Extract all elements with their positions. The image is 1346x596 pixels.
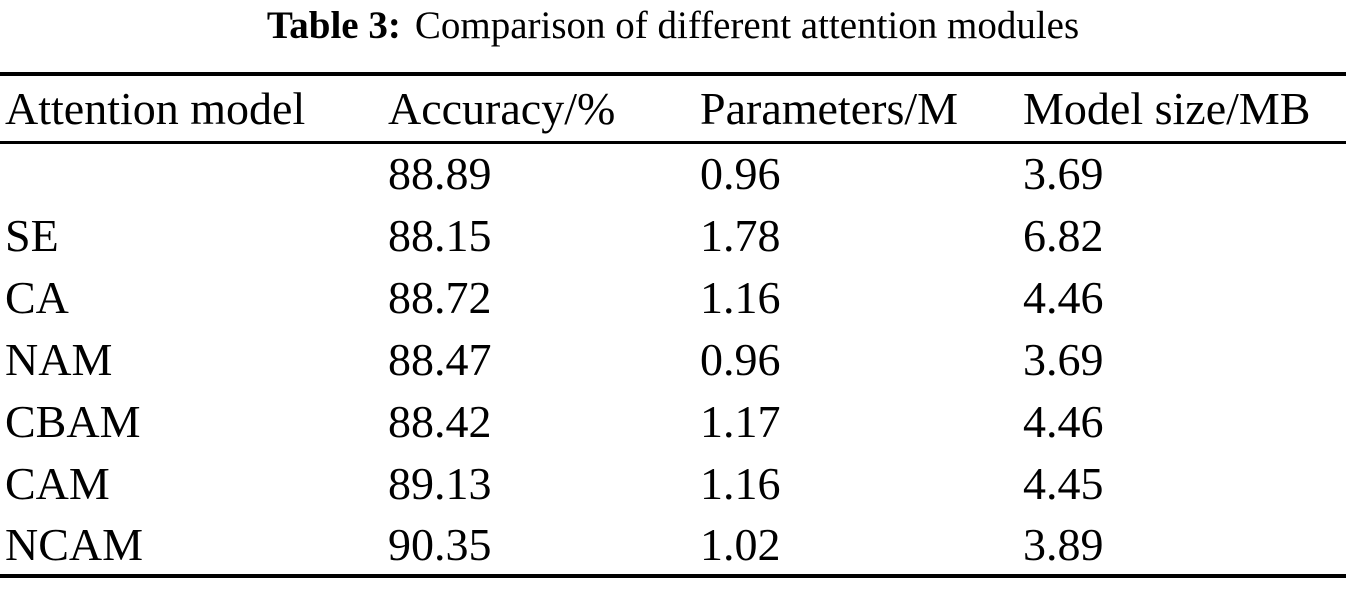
cell-accuracy: 88.72 [388,271,492,323]
table-row: NCAM 90.35 1.02 3.89 [0,514,1346,576]
table-row: SE 88.15 1.78 6.82 [0,204,1346,266]
table-caption-label: Table 3: [266,4,401,47]
cell-accuracy: 88.15 [388,209,492,261]
table-row: NAM 88.47 0.96 3.69 [0,328,1346,390]
table-body: 88.89 0.96 3.69 SE 88.15 1.78 6.82 CA 88… [0,142,1346,576]
cell-model-size: 3.89 [1023,518,1104,570]
cell-model: NCAM [5,518,144,570]
cell-model: CA [5,271,69,323]
table-caption-text: Comparison of different attention module… [414,4,1080,47]
cell-parameters: 0.96 [700,148,781,200]
cell-accuracy: 88.42 [388,395,492,447]
cell-accuracy: 88.89 [388,148,492,200]
table-header: Attention model Accuracy/% Parameters/M … [0,74,1346,142]
cell-model: NAM [5,333,113,385]
cell-model-size: 4.46 [1023,395,1104,447]
cell-accuracy: 90.35 [388,518,492,570]
column-header-accuracy: Accuracy/% [388,82,616,134]
cell-parameters: 1.02 [700,518,781,570]
column-header-model-size: Model size/MB [1023,82,1311,134]
cell-model: CAM [5,457,110,509]
cell-model: CBAM [5,395,141,447]
cell-accuracy: 88.47 [388,333,492,385]
table-row: CBAM 88.42 1.17 4.46 [0,390,1346,452]
column-header-attention-model: Attention model [5,82,306,134]
table-header-row: Attention model Accuracy/% Parameters/M … [0,74,1346,142]
cell-parameters: 1.78 [700,209,781,261]
cell-model: SE [5,209,59,261]
cell-model-size: 3.69 [1023,333,1104,385]
table-row: 88.89 0.96 3.69 [0,142,1346,204]
cell-model-size: 6.82 [1023,209,1104,261]
cell-model-size: 4.46 [1023,271,1104,323]
table-row: CAM 89.13 1.16 4.45 [0,452,1346,514]
cell-parameters: 1.16 [700,271,781,323]
cell-model [0,142,388,204]
table-row: CA 88.72 1.16 4.46 [0,266,1346,328]
cell-parameters: 0.96 [700,333,781,385]
attention-modules-table: Attention model Accuracy/% Parameters/M … [0,72,1346,578]
table-caption: Table 3: Comparison of different attentio… [0,0,1346,70]
cell-parameters: 1.16 [700,457,781,509]
column-header-parameters: Parameters/M [700,82,959,134]
cell-model-size: 3.69 [1023,148,1104,200]
cell-parameters: 1.17 [700,395,781,447]
cell-accuracy: 89.13 [388,457,492,509]
cell-model-size: 4.45 [1023,457,1104,509]
